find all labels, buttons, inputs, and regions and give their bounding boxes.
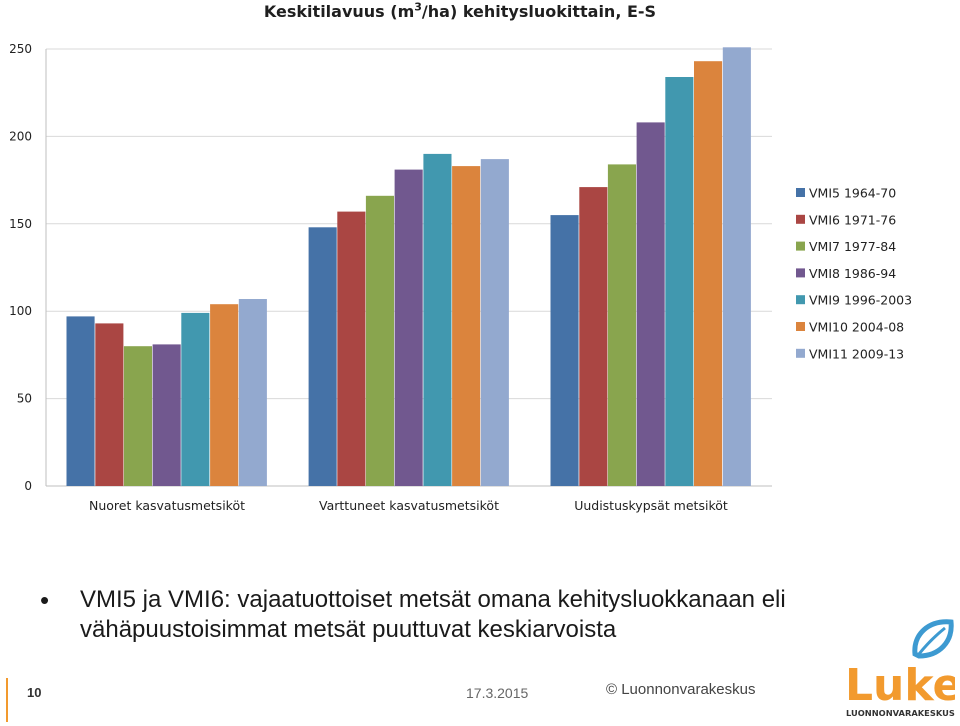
bar-chart: 0 50 100 150 200 250 Nuoret kasvatusmetsiköt Va… (9, 42, 912, 513)
bar (210, 304, 239, 486)
bar (452, 166, 481, 486)
x-category-label: Varttuneet kasvatusmetsiköt (319, 498, 499, 513)
legend-label: VMI8 1986-94 (809, 266, 896, 281)
bar (480, 159, 509, 486)
chart-title: Keskitilavuus (m3/ha) kehitysluokittain,… (0, 0, 920, 24)
x-category-label: Nuoret kasvatusmetsiköt (89, 498, 245, 513)
copyright-text: © Luonnonvarakeskus (606, 681, 756, 698)
page-number: 10 (27, 685, 42, 700)
bar (394, 169, 423, 486)
x-category-label: Uudistuskypsät metsiköt (574, 498, 728, 513)
legend-swatch (796, 241, 805, 251)
bar (337, 211, 366, 486)
luke-logo: Luke LUONNONVARAKESKUS (845, 619, 955, 718)
bar (365, 195, 394, 487)
legend-label: VMI5 1964-70 (809, 186, 896, 201)
leaf-icon (912, 619, 954, 659)
legend-swatch (796, 268, 805, 278)
legend-swatch (796, 214, 805, 224)
y-tick-label: 50 (17, 392, 32, 406)
logo-word: Luke (845, 660, 955, 711)
bar (423, 153, 452, 486)
chart-title-prefix: Keskitilavuus (m (263, 2, 415, 21)
bar (123, 346, 152, 486)
legend-label: VMI6 1971-76 (809, 212, 896, 227)
legend-label: VMI11 2009-13 (809, 346, 904, 361)
legend-label: VMI7 1977-84 (809, 239, 896, 254)
bar (181, 312, 210, 486)
bar (238, 299, 267, 486)
legend-label: VMI9 1996-2003 (809, 293, 912, 308)
bar (607, 164, 636, 486)
legend-swatch (796, 188, 805, 197)
y-tick-label: 100 (9, 304, 32, 318)
y-tick-label: 150 (9, 217, 32, 231)
y-tick-label: 200 (9, 129, 32, 143)
bar (579, 187, 608, 486)
slide-date: 17.3.2015 (466, 685, 529, 701)
legend-label: VMI10 2004-08 (809, 320, 904, 335)
bullet-dot: • (40, 585, 50, 615)
bar (722, 47, 751, 487)
legend-swatch (796, 348, 805, 358)
y-tick-label: 0 (24, 479, 32, 493)
chart-title-suffix: /ha) kehitysluokittain, E-S (421, 2, 657, 21)
bar (636, 122, 665, 487)
bar (308, 227, 337, 487)
bar (95, 323, 124, 486)
bar (152, 344, 181, 486)
bullet-text: VMI5 ja VMI6: vajaatuottoiset metsät oma… (80, 586, 786, 643)
bar (550, 215, 579, 486)
legend-swatch (796, 295, 805, 305)
footer-accent-bar (6, 678, 8, 722)
logo-subtext: LUONNONVARAKESKUS (846, 708, 955, 718)
bar (66, 316, 95, 486)
legend-swatch (796, 322, 805, 331)
chart-title-superscript: 3 (414, 0, 422, 14)
bar (665, 77, 694, 486)
bar (694, 61, 723, 486)
y-tick-label: 250 (9, 42, 32, 56)
